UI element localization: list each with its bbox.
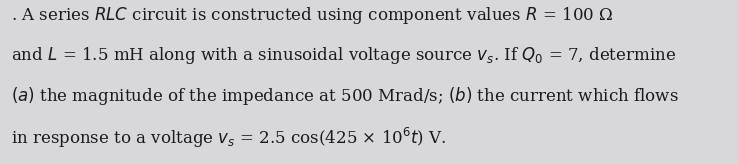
Text: and $\mathit{L}$ = 1.5 mH along with a sinusoidal voltage source $\mathit{v_s}$.: and $\mathit{L}$ = 1.5 mH along with a s… xyxy=(11,45,676,66)
Text: . A series $\it{RLC}$ circuit is constructed using component values $\mathit{R}$: . A series $\it{RLC}$ circuit is constru… xyxy=(11,5,613,26)
Text: in response to a voltage $\mathit{v_s}$ = 2.5 cos(425 × 10$^6$$\mathit{t}$) V.: in response to a voltage $\mathit{v_s}$ … xyxy=(11,125,446,150)
Text: $(a)$ the magnitude of the impedance at 500 Mrad/s; $(b)$ the current which flow: $(a)$ the magnitude of the impedance at … xyxy=(11,85,679,107)
